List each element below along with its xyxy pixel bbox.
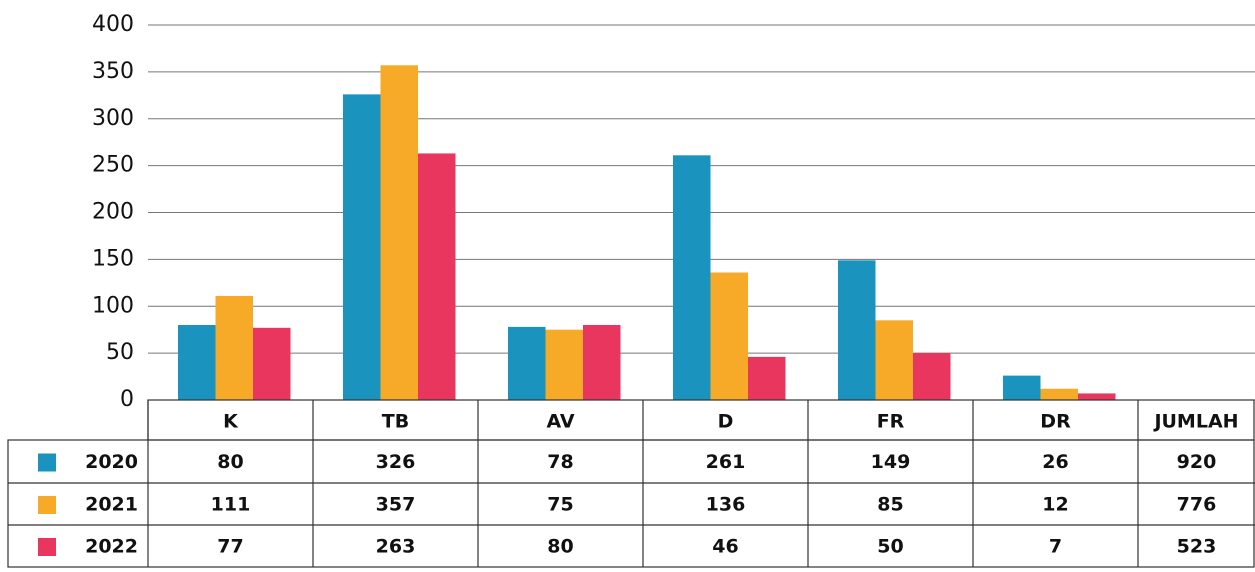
table-cell: 111 — [211, 494, 251, 516]
y-tick-label: 400 — [92, 12, 134, 37]
table-cell: 261 — [706, 451, 746, 473]
bar — [1003, 375, 1041, 400]
table-body-border — [7, 439, 1255, 568]
total-header: JUMLAH — [1152, 411, 1238, 433]
table-cell: 78 — [547, 451, 573, 473]
legend-swatch — [38, 538, 56, 556]
table-cell: 50 — [877, 536, 903, 558]
bar — [1078, 393, 1116, 400]
bar — [748, 356, 786, 400]
table-cell: 77 — [217, 536, 243, 558]
bar — [673, 155, 711, 400]
bar — [215, 295, 253, 400]
bar — [1040, 388, 1078, 400]
bar — [583, 325, 621, 400]
table-cell: 80 — [547, 536, 573, 558]
x-tick-label: D — [718, 411, 734, 433]
y-tick-label: 350 — [92, 59, 134, 84]
table-cell: 46 — [712, 536, 738, 558]
bar — [838, 260, 876, 400]
y-tick-label: 150 — [92, 246, 134, 271]
bar — [875, 320, 913, 400]
legend-label: 2020 — [85, 451, 138, 473]
table-cell: 149 — [871, 451, 911, 473]
y-tick-label: 200 — [92, 200, 134, 225]
table-cell: 80 — [217, 451, 243, 473]
table-cell: 263 — [376, 536, 416, 558]
table-cell: 326 — [376, 451, 416, 473]
table-cell: 12 — [1042, 494, 1068, 516]
legend-swatch — [38, 453, 56, 472]
y-tick-label: 250 — [92, 153, 134, 178]
table-header-border — [147, 399, 1255, 441]
y-tick-label: 50 — [106, 340, 134, 365]
table-cell: 136 — [706, 494, 746, 516]
x-tick-label: AV — [546, 411, 574, 433]
y-tick-label: 0 — [120, 387, 134, 412]
bar — [253, 327, 291, 400]
table-cell: 357 — [376, 494, 416, 516]
table-cell: 85 — [877, 494, 903, 516]
table-total: 776 — [1177, 494, 1217, 516]
table-cell: 7 — [1049, 536, 1062, 558]
bar — [343, 94, 381, 400]
bar — [508, 326, 546, 400]
y-tick-label: 100 — [92, 293, 134, 318]
table-total: 523 — [1177, 536, 1217, 558]
legend-swatch — [38, 496, 56, 514]
x-tick-label: K — [223, 411, 239, 433]
table-total: 920 — [1177, 451, 1217, 473]
bar — [710, 272, 748, 400]
x-tick-label: TB — [382, 411, 409, 433]
y-tick-label: 300 — [92, 106, 134, 131]
x-tick-label: FR — [877, 411, 905, 433]
x-tick-label: DR — [1040, 411, 1071, 433]
bar — [178, 325, 216, 400]
bar — [545, 329, 583, 400]
table-cell: 26 — [1042, 451, 1068, 473]
legend-label: 2022 — [85, 536, 138, 558]
bar — [418, 153, 456, 400]
table-cell: 75 — [547, 494, 573, 516]
legend-label: 2021 — [85, 494, 138, 516]
bar — [913, 353, 951, 400]
bar — [380, 65, 418, 400]
